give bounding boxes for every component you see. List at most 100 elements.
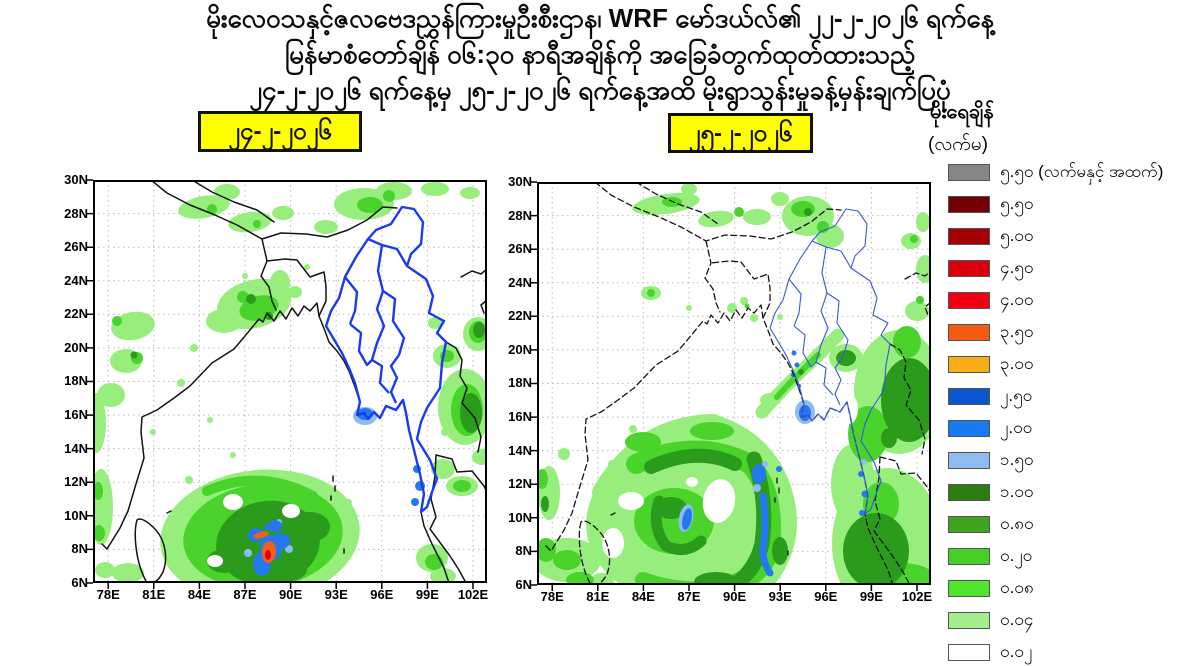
lat-tick-label: 28N bbox=[64, 205, 88, 221]
axis-tick-marks bbox=[531, 181, 918, 591]
legend-row: ၀.၀၈ bbox=[928, 572, 1200, 604]
legend-color-swatch bbox=[948, 483, 990, 501]
legend-row: ၁.၅၀ bbox=[928, 444, 1200, 476]
legend-row: ၄.၀၀ bbox=[928, 284, 1200, 316]
legend-color-swatch bbox=[948, 611, 990, 629]
title-line-3: ၂၄-၂-၂၀၂၆ ရက်နေ့မှ ၂၅-၂-၂၀၂၆ ရက်နေ့အထိ မ… bbox=[249, 75, 951, 105]
legend-label: ၃.၅၀ bbox=[1000, 322, 1034, 341]
lat-tick-label: 8N bbox=[71, 541, 88, 557]
legend-label: ၁.၅၀ bbox=[1000, 450, 1034, 469]
lat-tick-label: 16N bbox=[508, 409, 532, 425]
map-canvas-left bbox=[87, 179, 487, 589]
legend-color-swatch bbox=[948, 227, 990, 245]
legend-label: ၀.၀၈ bbox=[1000, 578, 1034, 597]
map-frame bbox=[537, 182, 931, 585]
legend-label: ၅.၀၀ bbox=[1000, 226, 1034, 245]
lat-tick-label: 28N bbox=[508, 207, 532, 223]
map-panel-left: 78E 81E 84E 87E 90E 93E 96E 99E 102E 30N 28N 26N 24N… bbox=[60, 172, 506, 620]
lon-tick-label: 93E bbox=[324, 587, 348, 602]
lat-tick-label: 14N bbox=[64, 440, 88, 456]
legend-color-swatch bbox=[948, 323, 990, 341]
legend-label: ၂.၅၀ bbox=[1000, 386, 1033, 405]
lon-tick-label: 81E bbox=[142, 587, 166, 602]
legend-unit: (လက်မ) bbox=[928, 134, 988, 155]
legend-color-swatch bbox=[948, 195, 990, 213]
legend-label: ၀.၈၀ bbox=[1000, 514, 1034, 533]
lon-tick-label: 90E bbox=[279, 587, 303, 602]
lat-tick-label: 12N bbox=[64, 474, 88, 490]
legend-color-swatch bbox=[948, 291, 990, 309]
myanmar-state-boundaries bbox=[326, 207, 446, 512]
right-panel-date-label: ၂၅-၂-၂၀၂၆ bbox=[668, 113, 813, 153]
lon-tick-label: 102E bbox=[901, 589, 933, 604]
legend-row: ၀.၈၀ bbox=[928, 508, 1200, 540]
legend-color-swatch bbox=[948, 515, 990, 533]
lat-tick-label: 6N bbox=[71, 574, 88, 590]
lat-tick-label: 16N bbox=[64, 407, 88, 423]
lon-tick-label: 93E bbox=[768, 589, 792, 604]
legend-row: ၀.၂၀ bbox=[928, 540, 1200, 572]
legend-color-swatch bbox=[948, 387, 990, 405]
lon-tick-label: 84E bbox=[187, 587, 211, 602]
lon-tick-label: 81E bbox=[586, 589, 610, 604]
legend-label: ၂.၀၀ bbox=[1000, 418, 1033, 437]
legend-color-swatch bbox=[948, 259, 990, 277]
lon-tick-label: 90E bbox=[723, 589, 747, 604]
legend-color-swatch bbox=[948, 419, 990, 437]
legend-row: ၂.၅၀ bbox=[928, 380, 1200, 412]
lat-tick-label: 12N bbox=[508, 476, 532, 492]
legend-label: ၀.၀၂ bbox=[1000, 642, 1033, 661]
legend-color-swatch bbox=[948, 579, 990, 597]
lat-tick-label: 22N bbox=[508, 308, 532, 324]
lat-tick-label: 6N bbox=[515, 576, 532, 592]
rainfall-shading-right bbox=[537, 183, 931, 585]
lat-tick-label: 20N bbox=[64, 339, 88, 355]
lat-tick-label: 18N bbox=[64, 373, 88, 389]
title-line-2: မြန်မာစံတော်ချိန် ၀၆:၃၀ နာရီအချိန်ကို အခ… bbox=[284, 39, 916, 69]
rainfall-legend: မိုးရေချိန် (လက်မ) ၅.၅၀ (လက်မနှင့် အထက်)… bbox=[928, 96, 1200, 666]
legend-label: ၀.၀၄ bbox=[1000, 610, 1034, 629]
lat-tick-label: 20N bbox=[508, 341, 532, 357]
lat-tick-label: 24N bbox=[508, 274, 532, 290]
legend-row: ၀.၀၄ bbox=[928, 604, 1200, 636]
legend-label: ၄.၀၀ bbox=[1000, 290, 1034, 309]
legend-label: ၅.၅၀ bbox=[1000, 194, 1034, 213]
legend-row: ၄.၅၀ bbox=[928, 252, 1200, 284]
lat-tick-label: 26N bbox=[64, 239, 88, 255]
rainfall-shading-left bbox=[93, 182, 487, 583]
axis-tick-marks bbox=[87, 179, 474, 589]
lat-tick-label: 8N bbox=[515, 543, 532, 559]
map-canvas-right bbox=[531, 181, 931, 591]
legend-row: ၀.၀၂ bbox=[928, 636, 1200, 666]
map-frame bbox=[93, 180, 487, 583]
legend-row: ၂.၀၀ bbox=[928, 412, 1200, 444]
lon-tick-label: 96E bbox=[370, 587, 394, 602]
legend-rows: ၅.၅၀ (လက်မနှင့် အထက်) ၅.၅၀ ၅.၀၀ ၄.၅၀ ၄.၀၀ ၃.၅… bbox=[928, 156, 1200, 666]
legend-row: ၃.၅၀ bbox=[928, 316, 1200, 348]
lon-tick-label: 87E bbox=[677, 589, 701, 604]
legend-label: ၁.၀၀ bbox=[1000, 482, 1034, 501]
legend-color-swatch bbox=[948, 547, 990, 565]
lat-tick-label: 26N bbox=[508, 241, 532, 257]
lat-tick-label: 24N bbox=[64, 272, 88, 288]
lon-tick-label: 99E bbox=[415, 587, 439, 602]
lat-tick-label: 22N bbox=[64, 306, 88, 322]
lat-tick-label: 30N bbox=[64, 172, 88, 187]
lat-tick-label: 10N bbox=[64, 507, 88, 523]
legend-label: ၃.၀၀ bbox=[1000, 354, 1034, 373]
left-panel-date-label: ၂၄-၂-၂၀၂၆ bbox=[198, 111, 362, 152]
lon-tick-label: 78E bbox=[540, 589, 564, 604]
lat-tick-label: 10N bbox=[508, 509, 532, 525]
lon-tick-label: 96E bbox=[814, 589, 838, 604]
legend-row: ၃.၀၀ bbox=[928, 348, 1200, 380]
title-line-1: မိုးလေဝသနှင့်ဇလဗေဒညွှန်ကြားမှုဦးစီးဌာန၊ … bbox=[206, 3, 994, 33]
legend-row: ၅.၅၀ bbox=[928, 188, 1200, 220]
legend-color-swatch bbox=[948, 163, 990, 181]
lat-tick-label: 14N bbox=[508, 442, 532, 458]
page-title: မိုးလေဝသနှင့်ဇလဗေဒညွှန်ကြားမှုဦးစီးဌာန၊ … bbox=[0, 0, 1200, 108]
legend-color-swatch bbox=[948, 643, 990, 661]
lon-tick-label: 78E bbox=[96, 587, 120, 602]
lat-tick-label: 18N bbox=[508, 375, 532, 391]
legend-row: ၁.၀၀ bbox=[928, 476, 1200, 508]
